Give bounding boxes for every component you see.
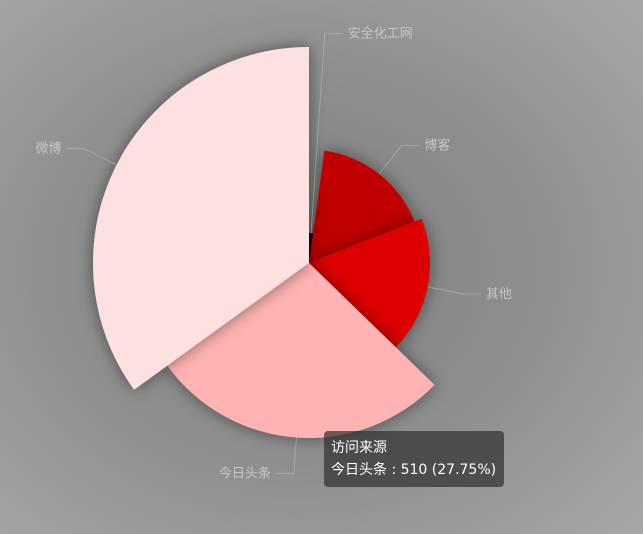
- slice-5[interactable]: [92, 47, 309, 390]
- tooltip-title: 访问来源: [331, 440, 387, 456]
- leader-line-1: [310, 33, 343, 234]
- leader-line-3: [427, 286, 481, 295]
- slice-4[interactable]: [167, 263, 435, 438]
- tooltip-value: 今日头条 : 510 (27.75%): [331, 462, 497, 478]
- slice-label-3: 其他: [486, 287, 512, 302]
- slice-label-4: 今日头条: [219, 465, 271, 481]
- leader-line-5: [66, 147, 117, 166]
- slice-label-2: 博客: [424, 138, 450, 154]
- slice-3[interactable]: [309, 218, 430, 348]
- slice-label-5: 微博: [36, 141, 62, 156]
- slice-1[interactable]: [309, 233, 314, 263]
- leader-line-4: [275, 437, 297, 474]
- slice-2[interactable]: [309, 150, 415, 263]
- slice-label-1: 安全化工网: [348, 26, 413, 42]
- tooltip: 访问来源 今日头条 : 510 (27.75%): [324, 431, 505, 487]
- leader-line-2: [378, 145, 420, 175]
